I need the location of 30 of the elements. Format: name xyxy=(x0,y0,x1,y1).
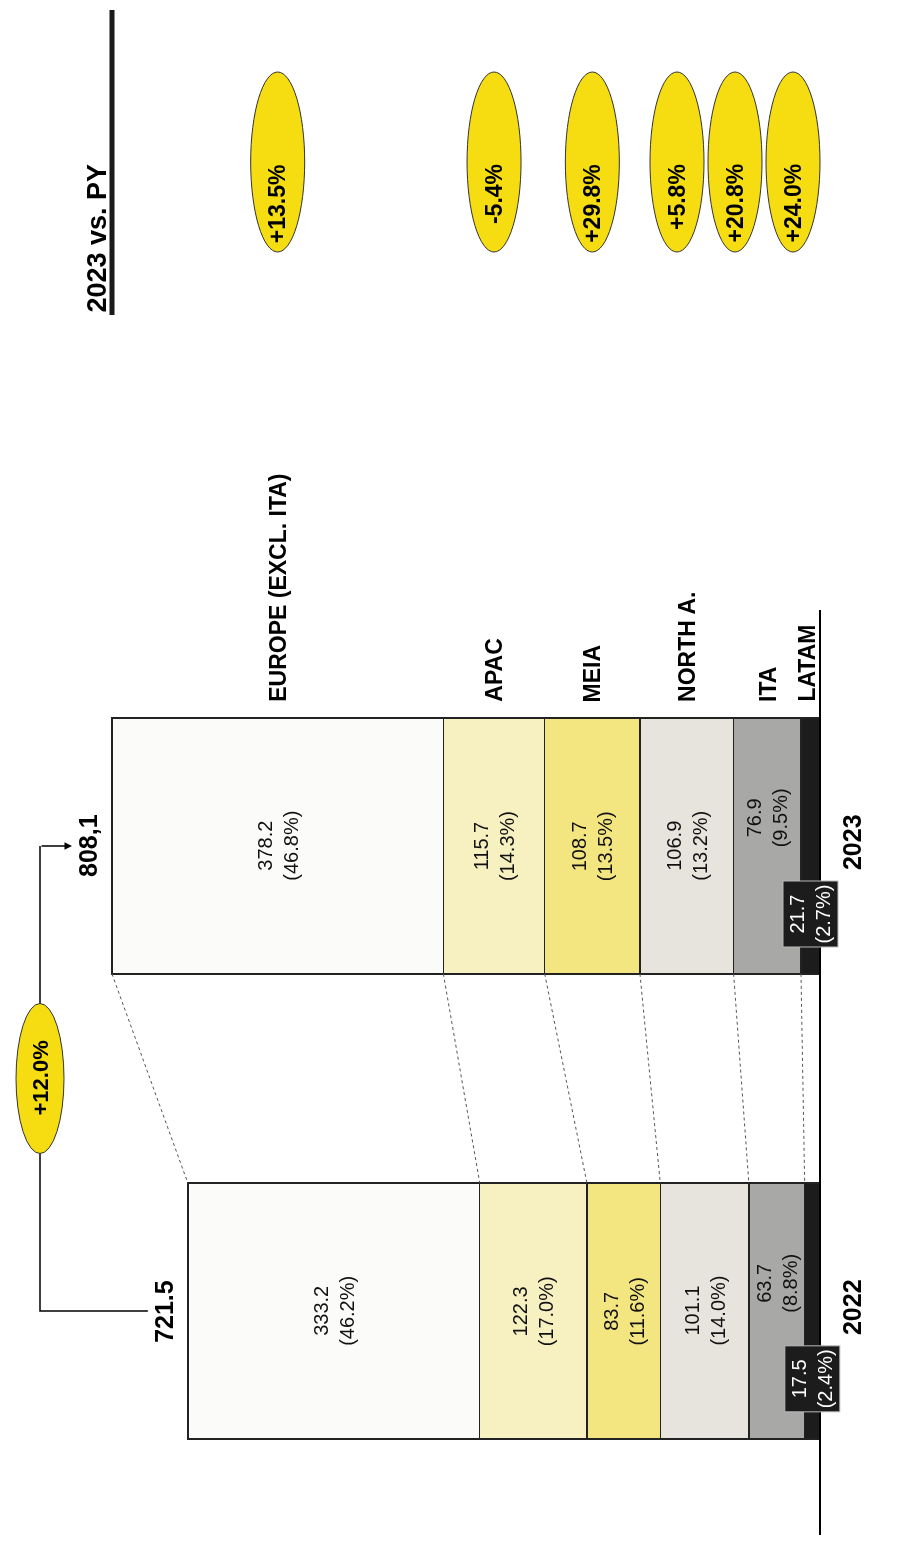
data-label: 122.3 (17.0%) xyxy=(509,1276,558,1347)
text: -5.4% xyxy=(481,163,508,225)
text: +24.0% xyxy=(779,163,806,243)
text: +5.8% xyxy=(664,164,690,230)
data-label: 17.5 (2.4%) xyxy=(788,1349,837,1409)
data-label: 378.2 (46.8%) xyxy=(253,810,302,881)
data-label: 63.7 (8.8%) xyxy=(752,1253,801,1313)
text: NORTH A. xyxy=(673,591,700,702)
text: EUROPE (EXCL. ITA) xyxy=(264,473,291,702)
data-label: 115.7 (14.3%) xyxy=(470,811,519,882)
y-tick-label: 2022 xyxy=(838,1279,866,1336)
text: +20.8% xyxy=(721,163,748,243)
text: MEIA xyxy=(579,644,606,703)
data-label: 333.2 (46.2%) xyxy=(309,1275,358,1346)
data-label: 21.7 (2.7%) xyxy=(786,884,835,944)
data-label: 83.7 (11.6%) xyxy=(599,1277,648,1346)
data-label: 101.1 (14.0%) xyxy=(680,1275,729,1346)
text: 2023 vs. PY xyxy=(81,163,112,313)
data-label: 76.9 (9.5%) xyxy=(743,788,792,848)
text: +13.5% xyxy=(264,164,291,244)
text: ITA xyxy=(754,666,781,702)
text: +29.8% xyxy=(578,164,605,243)
text: APAC xyxy=(481,638,508,702)
text: LATAM xyxy=(794,624,821,702)
total-label: 808,1 xyxy=(74,814,102,877)
data-label: 108.7 (13.5%) xyxy=(568,811,617,882)
total-label: 721.5 xyxy=(149,1280,178,1343)
y-tick-label: 2023 xyxy=(838,814,866,871)
data-label: 106.9 (13.2%) xyxy=(662,810,711,881)
text: +12.0% xyxy=(27,1040,53,1116)
